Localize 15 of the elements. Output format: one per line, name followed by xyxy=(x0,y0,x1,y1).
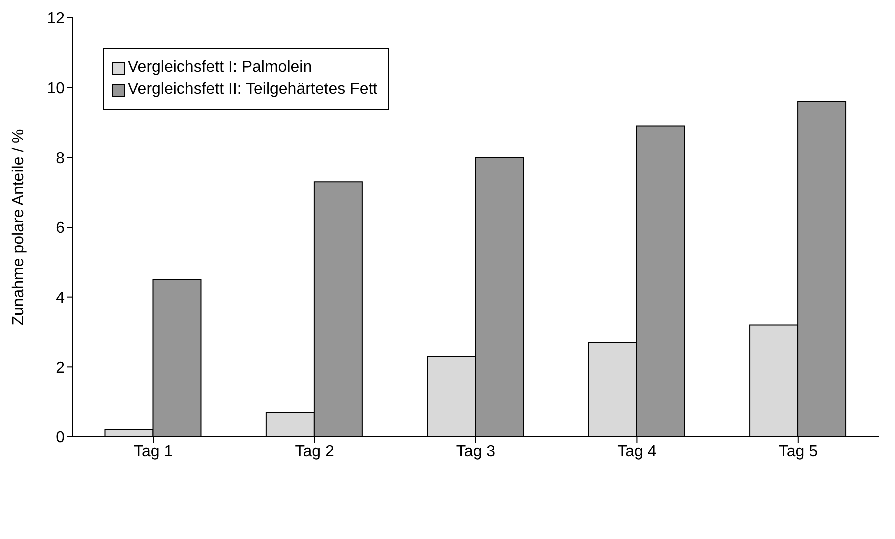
legend-label: Vergleichsfett II: Teilgehärtetes Fett xyxy=(128,81,378,99)
y-tick-label: 0 xyxy=(56,430,66,447)
x-tick-label: Tag 5 xyxy=(778,443,818,460)
y-tick-label: 2 xyxy=(56,360,66,377)
x-tick-label: Tag 4 xyxy=(618,443,657,460)
y-tick-label: 4 xyxy=(56,290,66,308)
y-tick-label: 8 xyxy=(56,150,66,168)
x-tick-label: Tag 1 xyxy=(134,443,174,460)
y-tick-label: 12 xyxy=(47,10,66,28)
y-tick-label: 10 xyxy=(47,80,66,98)
legend-label: Vergleichsfett I: Palmolein xyxy=(128,59,312,77)
x-tick-label: Tag 2 xyxy=(295,443,334,460)
y-axis-title: Zunahme polare Anteile / % xyxy=(10,129,28,326)
x-tick-label: Tag 3 xyxy=(456,443,496,460)
y-tick-label: 6 xyxy=(56,220,66,238)
